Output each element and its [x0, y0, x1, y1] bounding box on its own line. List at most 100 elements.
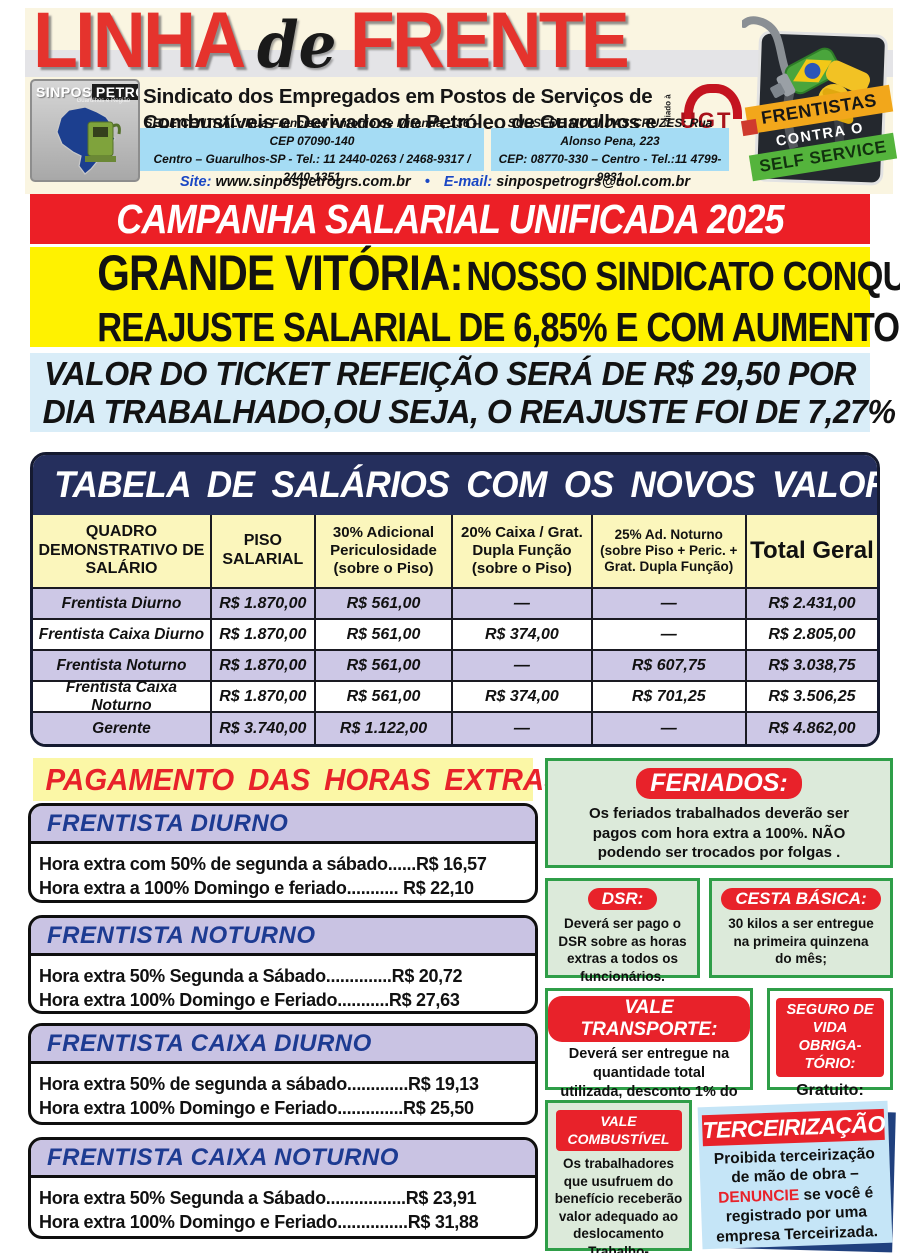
- overtime-line: Hora extra a 100% Domingo e feriado.....…: [39, 878, 474, 899]
- table-cell: R$ 3.506,25: [746, 682, 877, 713]
- masthead: LINHA de FRENTE SINPOS PETRO Guarulhos e…: [25, 0, 898, 194]
- overtime-line: Hora extra 100% Domingo e Feriado.......…: [39, 1098, 474, 1119]
- table-cell: —: [453, 651, 593, 682]
- victory-lead-text: GRANDE VITÓRIA:: [97, 244, 463, 301]
- table-cell: R$ 561,00: [315, 620, 454, 651]
- address-sede-central: SEDE CENTRAL: Rua Francisco Antonio de M…: [140, 116, 484, 184]
- overtime-box-body: Hora extra 50% Segunda a Sábado.........…: [31, 956, 535, 1011]
- overtime-box-frentista-caixa-diurno: FRENTISTA CAIXA DIURNO Hora extra 50% de…: [28, 1023, 538, 1125]
- logo-region-label: Guarulhos e Região: [76, 98, 130, 104]
- overtime-box-frentista-diurno: FRENTISTA DIURNO Hora extra com 50% de s…: [28, 803, 538, 903]
- salary-table-title-bar: TABELA DE SALÁRIOS COM OS NOVOS VALORES: [33, 455, 877, 515]
- notice-vale-transporte: VALE TRANSPORTE: Deverá ser entregue na …: [545, 988, 753, 1119]
- table-row-label: Frentista Diurno: [33, 589, 212, 620]
- table-cell: R$ 3.740,00: [211, 713, 316, 744]
- notice-label: VALE TRANSPORTE:: [548, 996, 750, 1042]
- notice-label: SEGURO DE VIDA OBRIGA-TÓRIO:: [776, 998, 884, 1077]
- salary-table-grid: QUADRO DEMONSTRATIVO DE SALÁRIO PISO SAL…: [33, 515, 877, 744]
- email-label: E-mail:: [443, 174, 493, 190]
- overtime-box-frentista-caixa-noturno: FRENTISTA CAIXA NOTURNO Hora extra 50% S…: [28, 1137, 538, 1239]
- site-email-line: Site: www.sinpospetrogrs.com.br • E-mail…: [140, 174, 730, 190]
- notice-text: Gratuito:: [796, 1081, 864, 1099]
- notice-text: 30 kilos a ser entregue na primeira quin…: [728, 916, 874, 967]
- table-cell: —: [453, 589, 593, 620]
- victory-line-2: REAJUSTE SALARIAL DE 6,85% E COM AUMENTO…: [97, 303, 900, 350]
- terceirizacao-text-1: Proibida terceirização de mão de obra –: [713, 1145, 876, 1187]
- overtime-line: Hora extra 100% Domingo e Feriado.......…: [39, 1212, 479, 1233]
- badge-ribbon-tab: [740, 118, 759, 137]
- notice-label: FERIADOS:: [636, 768, 802, 799]
- terceirizacao-denuncie: DENUNCIE: [717, 1186, 800, 1207]
- overtime-box-title: FRENTISTA CAIXA DIURNO: [31, 1026, 535, 1064]
- ticket-banner: VALOR DO TICKET REFEIÇÃO SERÁ DE R$ 29,5…: [30, 353, 896, 432]
- overtime-box-body: Hora extra 50% Segunda a Sábado.........…: [31, 1178, 535, 1235]
- campaign-banner: CAMPANHA SALARIAL UNIFICADA 2025: [30, 194, 870, 244]
- overtime-box-title: FRENTISTA DIURNO: [31, 806, 535, 844]
- table-cell: R$ 1.122,00: [315, 713, 454, 744]
- table-cell: R$ 607,75: [592, 651, 747, 682]
- logo-name-part-1: SINPOS: [36, 84, 92, 100]
- notice-vale-combustivel: VALE COMBUSTÍVEL Os trabalhadores que us…: [545, 1100, 692, 1253]
- overtime-box-body: Hora extra com 50% de segunda a sábado..…: [31, 844, 535, 900]
- column-header: 25% Ad. Noturno (sobre Piso + Peric. + G…: [592, 515, 747, 589]
- notice-label: CESTA BÁSICA:: [721, 888, 881, 910]
- salary-table-title: TABELA DE SALÁRIOS COM OS NOVOS VALORES: [54, 464, 880, 505]
- table-cell: R$ 561,00: [315, 682, 454, 713]
- table-cell: R$ 1.870,00: [211, 620, 316, 651]
- table-cell: R$ 3.038,75: [746, 651, 877, 682]
- logo-name-part-2: PETRO: [91, 84, 138, 100]
- ticket-line-2: DIA TRABALHADO,OU SEJA, O REAJUSTE FOI D…: [42, 392, 896, 430]
- table-cell: —: [592, 620, 747, 651]
- title-word-de: de: [256, 8, 337, 83]
- table-cell: R$ 374,00: [453, 620, 593, 651]
- salary-table: TABELA DE SALÁRIOS COM OS NOVOS VALORES …: [30, 452, 880, 747]
- overtime-box-body: Hora extra 50% de segunda a sábado......…: [31, 1064, 535, 1121]
- overtime-line: Hora extra 50% de segunda a sábado......…: [39, 1074, 479, 1094]
- table-row-label: Gerente: [33, 713, 212, 744]
- table-row-label: Frentista Caixa Noturno: [33, 679, 212, 714]
- masthead-gray-band: [25, 50, 893, 77]
- notice-label: DSR:: [587, 888, 658, 910]
- column-header: QUADRO DEMONSTRATIVO DE SALÁRIO: [33, 515, 212, 589]
- table-cell: R$ 1.870,00: [211, 589, 316, 620]
- notice-label: TERCEIRIZAÇÃO: [701, 1108, 885, 1147]
- address-2-line-2: CEP: 08770-330 – Centro - Tel.:11 4799-9…: [498, 151, 722, 184]
- campaign-banner-text: CAMPANHA SALARIAL UNIFICADA 2025: [116, 195, 784, 242]
- victory-rest-text: NOSSO SINDICATO CONQUISTA: [466, 252, 900, 299]
- overtime-line: Hora extra 100% Domingo e Feriado.......…: [39, 990, 460, 1011]
- table-cell: R$ 561,00: [315, 589, 454, 620]
- notice-cesta-basica: CESTA BÁSICA: 30 kilos a ser entregue na…: [709, 878, 893, 978]
- notice-terceirizacao: TERCEIRIZAÇÃO Proibida terceirização de …: [697, 1100, 896, 1253]
- table-cell: R$ 701,25: [592, 682, 747, 713]
- notice-feriados: FERIADOS: Os feriados trabalhados deverã…: [545, 758, 893, 868]
- notice-text: Os trabalhadores que usufruem do benefíc…: [554, 1156, 683, 1253]
- notice-text: Deverá ser entregue na quantidade total …: [560, 1046, 738, 1119]
- notice-label: VALE COMBUSTÍVEL: [555, 1110, 682, 1151]
- table-cell: R$ 561,00: [315, 651, 454, 682]
- table-cell: R$ 4.862,00: [746, 713, 877, 744]
- overtime-line: Hora extra 50% Segunda a Sábado.........…: [39, 966, 463, 986]
- victory-line-1: GRANDE VITÓRIA: NOSSO SINDICATO CONQUIST…: [97, 244, 900, 302]
- notice-text: Proibida terceirização de mão de obra – …: [699, 1144, 892, 1247]
- table-cell: —: [592, 589, 747, 620]
- sinpospetro-logo: SINPOS PETRO Guarulhos e Região: [30, 79, 140, 182]
- address-subsede-mogi: SUBSEDE MOGI DAS CRUZES: Rua Alonso Pena…: [491, 116, 729, 184]
- column-header: 20% Caixa / Grat. Dupla Função (sobre o …: [453, 515, 593, 589]
- site-url[interactable]: www.sinpospetrogrs.com.br: [215, 174, 411, 190]
- address-1-line-1: SEDE CENTRAL: Rua Francisco Antonio de M…: [144, 115, 480, 148]
- sinpospetro-logo-name: SINPOS PETRO: [32, 81, 138, 100]
- site-label: Site:: [179, 174, 212, 190]
- brazil-map-icon: [56, 106, 121, 175]
- column-header: PISO SALARIAL: [211, 515, 316, 589]
- overtime-line: Hora extra com 50% de segunda a sábado..…: [39, 854, 487, 874]
- table-row-label: Frentista Caixa Diurno: [33, 620, 212, 651]
- victory-banner: GRANDE VITÓRIA: NOSSO SINDICATO CONQUIST…: [30, 244, 900, 350]
- table-cell: R$ 374,00: [453, 682, 593, 713]
- notice-dsr: DSR: Deverá ser pago o DSR sobre as hora…: [545, 878, 700, 984]
- dot-separator: •: [424, 174, 430, 190]
- notice-text: Os feriados trabalhados deverão ser pago…: [588, 805, 850, 861]
- table-cell: R$ 1.870,00: [211, 682, 316, 713]
- ticket-line-1: VALOR DO TICKET REFEIÇÃO SERÁ DE R$ 29,5…: [44, 354, 856, 392]
- email-address[interactable]: sinpospetrogrs@uol.com.br: [496, 174, 690, 190]
